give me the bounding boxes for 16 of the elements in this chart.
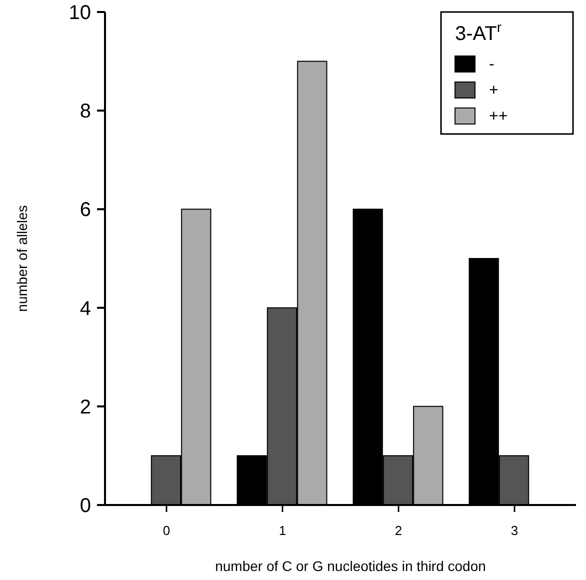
x-tick-label: 1 [278,523,286,538]
y-tick-label: 0 [80,495,91,517]
legend-label: ++ [489,108,508,125]
legend-label: + [489,82,498,99]
x-tick-label: 3 [510,523,518,538]
y-tick-label: 8 [80,100,91,123]
legend-title: 3-AT$^{r}$ [455,19,502,45]
x-tick-label: 2 [394,523,402,538]
y-tick-label: 6 [80,199,91,222]
x-axis-title: number of C or G nucleotides in third codon [215,558,486,574]
y-axis-title: number of alleles [14,205,30,312]
legend-label: - [489,56,494,73]
y-tick-label: 10 [68,2,91,24]
x-tick-label: 0 [162,523,170,538]
y-tick-label: 2 [80,396,91,418]
y-tick-label: 4 [80,298,91,320]
